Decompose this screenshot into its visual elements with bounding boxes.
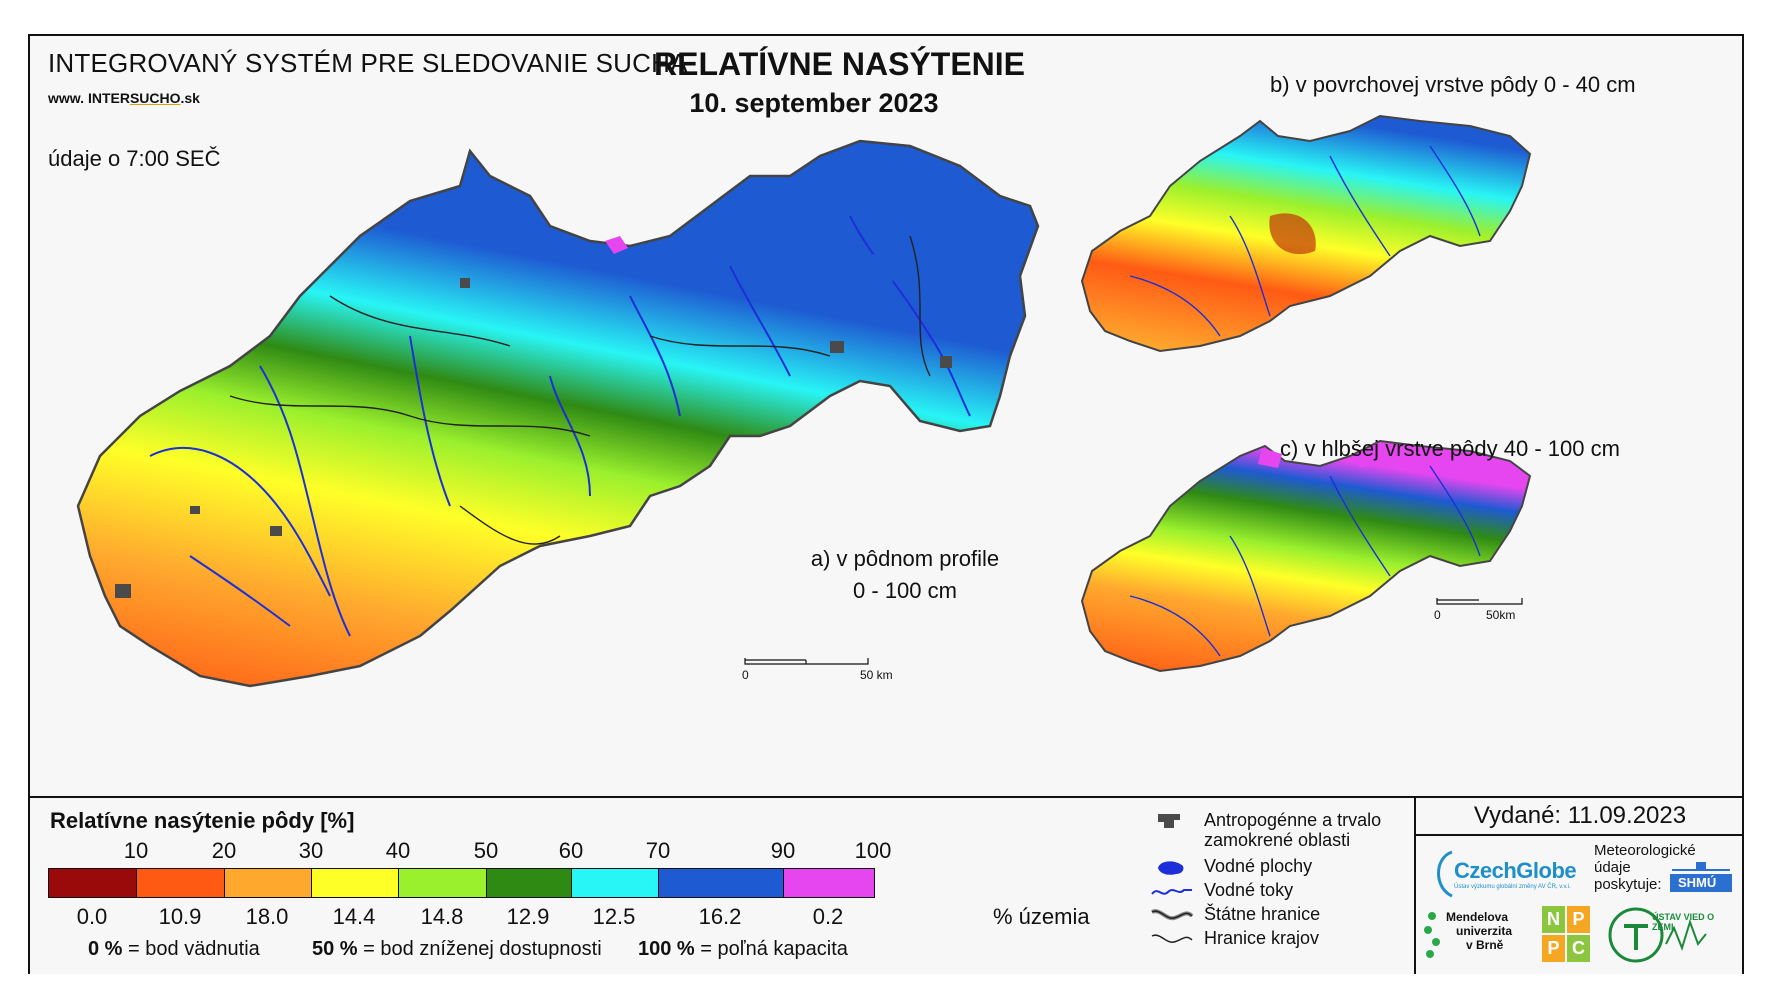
legend-swatch <box>659 869 784 897</box>
legend-tick: 50 <box>473 838 499 863</box>
legend-tick: 60 <box>558 838 584 863</box>
shmu-logo: SHMÚ <box>1666 860 1736 898</box>
website-sucho: SUCHO <box>129 90 181 106</box>
legend-expl-100: 100 % = poľná kapacita <box>638 938 848 960</box>
map-area: INTEGROVANÝ SYSTÉM PRE SLEDOVANIE SUCHA … <box>30 36 1742 796</box>
legend-tick: 100 <box>854 838 892 863</box>
map-b-dry-core <box>1269 213 1316 255</box>
map-c-rivers <box>1129 465 1481 657</box>
state-border-icon <box>1151 909 1194 921</box>
water-body-icon <box>1158 861 1184 875</box>
legend-swatch <box>572 869 659 897</box>
legend-swatch <box>487 869 572 897</box>
system-title: INTEGROVANÝ SYSTÉM PRE SLEDOVANIE SUCHA <box>48 48 688 78</box>
scale-bar-small <box>1436 598 1523 605</box>
symbol-water-courses: Vodné toky <box>1150 880 1293 902</box>
maps-svg <box>76 114 1532 688</box>
legend-pct: 16.2 <box>698 904 742 929</box>
scale-main-km: 50 km <box>860 668 893 682</box>
scale-bar-main <box>744 658 869 665</box>
map-a-label-line1: a) v pôdnom profile <box>810 546 1000 571</box>
legend-swatch <box>399 869 487 897</box>
nppc-logo: N P P C <box>1542 906 1590 962</box>
map-c-saturated-spot <box>1258 448 1282 468</box>
legend-pct: 10.9 <box>158 904 202 929</box>
mendel-logo: Mendelova univerzita v Brně <box>1424 910 1512 958</box>
legend-tick: 30 <box>298 838 324 863</box>
legend-tick: 40 <box>385 838 411 863</box>
legend-pct: 0.2 <box>812 904 844 929</box>
website-suffix: .sk <box>180 90 200 106</box>
legend-pct: 12.5 <box>592 904 636 929</box>
map-a-saturated-spot <box>605 236 628 254</box>
website-prefix: www. <box>48 90 88 106</box>
region-border-icon <box>1151 934 1193 943</box>
legend-swatch <box>312 869 399 897</box>
map-a-label-line2: 0 - 100 cm <box>853 578 957 603</box>
map-c <box>1080 439 1532 673</box>
map-b-rivers <box>1129 145 1481 337</box>
website-inter: INTER <box>87 90 130 106</box>
legend-expl-0: 0 % = bod vädnutia <box>88 938 260 960</box>
symbol-anthropogenic: Antropogénne a trvalo zamokrené oblasti <box>1150 810 1381 850</box>
map-b-label: b) v povrchovej vrstve pôdy 0 - 40 cm <box>1270 72 1636 97</box>
mendel-dots-icon <box>1424 912 1440 958</box>
map-a-rivers <box>149 215 971 637</box>
map-frame: INTEGROVANÝ SYSTÉM PRE SLEDOVANIE SUCHA … <box>28 34 1744 974</box>
czechglobe-arc-icon <box>1437 850 1453 898</box>
water-course-icon <box>1151 889 1192 895</box>
legend-pct: 12.9 <box>506 904 550 929</box>
map-a-region-borders <box>229 235 931 545</box>
map-c-saturated-spot-2 <box>1355 448 1380 468</box>
legend-tick: 70 <box>645 838 671 863</box>
issued-date: Vydané: 11.09.2023 <box>1416 798 1744 836</box>
main-title: RELATÍVNE NASÝTENIE <box>654 46 1025 82</box>
main-date: 10. september 2023 <box>689 88 939 118</box>
symbol-water-bodies: Vodné plochy <box>1150 856 1312 878</box>
scale-small-zero: 0 <box>1434 608 1441 622</box>
uvz-logo: ÚSTAV VIED O ZEMI <box>1606 904 1726 966</box>
legend-swatch <box>49 869 137 897</box>
scale-small-km: 50km <box>1486 608 1516 622</box>
map-c-label: c) v hlbšej vrstve pôdy 40 - 100 cm <box>1280 436 1620 461</box>
legend-tick: 20 <box>211 838 237 863</box>
legend-expl-50: 50 % = bod zníženej dostupnosti <box>312 938 602 960</box>
meteo-provider: Meteorologické údaje poskytuje: <box>1594 842 1696 893</box>
issuer-box: Vydané: 11.09.2023 CzechGlobe Ústav výzk… <box>1414 798 1744 974</box>
czechglobe-logo: CzechGlobe Ústav výzkumu globální změny … <box>1430 844 1590 902</box>
legend-swatch <box>225 869 312 897</box>
legend-ticks: 10 20 30 40 50 60 70 90 100 <box>48 838 988 866</box>
legend-pct: 0.0 <box>76 904 108 929</box>
legend-swatch <box>784 869 874 897</box>
time-note: údaje o 7:00 SEČ <box>48 146 221 171</box>
legend-tick: 10 <box>123 838 149 863</box>
symbol-legend: Antropogénne a trvalo zamokrené oblasti V… <box>1150 810 1410 960</box>
shmu-logo-icon <box>1670 862 1732 892</box>
legend-area: Relatívne nasýtenie pôdy [%] 10 20 30 40… <box>30 796 1744 974</box>
legend-swatch <box>137 869 225 897</box>
legend-pct: 14.8 <box>420 904 464 929</box>
map-a-anthropogenic <box>115 278 952 598</box>
anthropogenic-icon <box>1158 814 1180 828</box>
map-b <box>1080 114 1532 353</box>
symbol-region-border: Hranice krajov <box>1150 928 1319 950</box>
map-c-territory <box>1080 439 1532 673</box>
map-a-territory <box>76 139 1040 688</box>
legend-title: Relatívne nasýtenie pôdy [%] <box>50 808 355 833</box>
legend-pct: 18.0 <box>245 904 289 929</box>
legend-tick: 90 <box>770 838 796 863</box>
scale-main-zero: 0 <box>742 668 749 682</box>
legend-pct-label: % územia <box>993 904 1090 929</box>
website-link[interactable]: www. INTERSUCHO.sk <box>48 90 200 106</box>
map-a-water-body <box>849 253 893 300</box>
uvz-logo-icon <box>1608 907 1707 963</box>
legend-pct: 14.4 <box>332 904 376 929</box>
map-a <box>76 139 1040 688</box>
symbol-state-border: Štátne hranice <box>1150 904 1320 926</box>
legend-color-bar <box>48 868 875 898</box>
